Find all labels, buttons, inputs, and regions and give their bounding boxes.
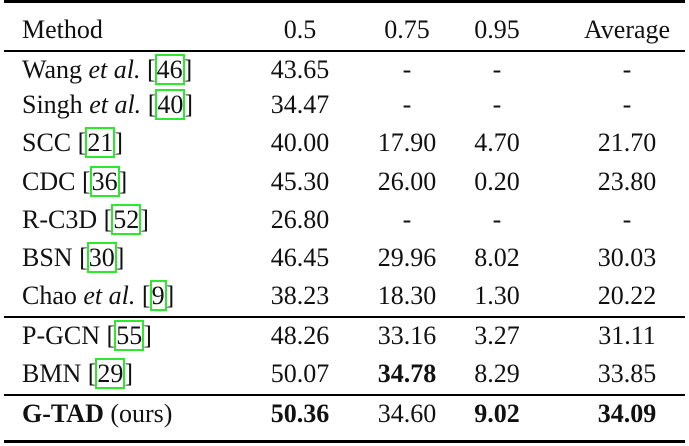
method-cell: G-TAD (ours) xyxy=(22,396,172,432)
method-name: P-GCN xyxy=(22,321,101,350)
value-cell: - xyxy=(492,205,502,234)
citation-link[interactable]: 36 xyxy=(89,166,120,197)
header-row: Method 0.5 0.75 0.95 Average xyxy=(0,12,689,48)
value-cell: 50.07 xyxy=(270,359,330,388)
header-col: Average xyxy=(583,15,671,44)
value-cell: - xyxy=(622,55,632,84)
value-cell: 8.02 xyxy=(474,243,520,272)
method-cell: Singh et al. [40] xyxy=(22,89,194,120)
table-row: CDC [36] 45.30 26.00 0.20 23.80 xyxy=(0,164,689,200)
value-cell: - xyxy=(402,90,412,119)
method-cell: Wang et al. [46] xyxy=(22,54,193,85)
citation-link[interactable]: 21 xyxy=(85,127,116,158)
value-cell: 34.78 xyxy=(377,359,437,388)
value-cell: 20.22 xyxy=(597,281,657,310)
value-cell: 45.30 xyxy=(270,167,330,196)
method-name: G-TAD xyxy=(22,399,104,428)
value-cell: 29.96 xyxy=(377,243,437,272)
value-cell: 50.36 xyxy=(270,399,330,428)
value-cell: - xyxy=(622,205,632,234)
citation-link[interactable]: 30 xyxy=(86,242,117,273)
method-name: Chao xyxy=(22,281,77,310)
table-row: SCC [21] 40.00 17.90 4.70 21.70 xyxy=(0,125,689,161)
value-cell: 4.70 xyxy=(474,128,520,157)
value-cell: - xyxy=(492,55,502,84)
value-cell: 38.23 xyxy=(270,281,330,310)
et-al: et al. xyxy=(83,281,136,310)
value-cell: 33.16 xyxy=(377,321,437,350)
method-cell: SCC [21] xyxy=(22,127,123,158)
value-cell: 30.03 xyxy=(597,243,657,272)
method-name: SCC xyxy=(22,128,72,157)
value-cell: 43.65 xyxy=(270,55,330,84)
value-cell: 33.85 xyxy=(597,359,657,388)
value-cell: - xyxy=(402,205,412,234)
table-row: R-C3D [52] 26.80 - - - xyxy=(0,202,689,238)
header-rule xyxy=(4,50,685,52)
citation-link[interactable]: 29 xyxy=(95,358,126,389)
method-cell: P-GCN [55] xyxy=(22,320,152,351)
method-name: Singh xyxy=(22,90,83,119)
method-name: BMN xyxy=(22,359,82,388)
value-cell: 34.60 xyxy=(377,399,437,428)
value-cell: 26.80 xyxy=(270,205,330,234)
value-cell: 17.90 xyxy=(377,128,437,157)
table-row: Wang et al. [46] 43.65 - - - xyxy=(0,52,689,88)
method-cell: CDC [36] xyxy=(22,166,128,197)
value-cell: - xyxy=(622,90,632,119)
value-cell: 26.00 xyxy=(377,167,437,196)
value-cell: 34.09 xyxy=(597,399,657,428)
citation-link[interactable]: 52 xyxy=(111,204,142,235)
value-cell: 3.27 xyxy=(474,321,520,350)
method-name: BSN xyxy=(22,243,73,272)
method-cell: Chao et al. [9] xyxy=(22,280,175,311)
value-cell: 34.47 xyxy=(270,90,330,119)
method-cell: BMN [29] xyxy=(22,358,134,389)
citation-link[interactable]: 40 xyxy=(155,89,186,120)
et-al: et al. xyxy=(89,90,142,119)
mid-rule xyxy=(4,316,685,318)
ours-rule xyxy=(4,394,685,396)
citation-link[interactable]: 9 xyxy=(149,280,167,311)
header-col: 0.75 xyxy=(384,15,430,44)
table-row: Chao et al. [9] 38.23 18.30 1.30 20.22 xyxy=(0,278,689,314)
value-cell: 31.11 xyxy=(598,321,656,350)
table-row: BSN [30] 46.45 29.96 8.02 30.03 xyxy=(0,240,689,276)
value-cell: - xyxy=(492,90,502,119)
value-cell: 1.30 xyxy=(474,281,520,310)
bottom-rule xyxy=(4,440,685,443)
value-cell: 18.30 xyxy=(377,281,437,310)
header-col: 0.5 xyxy=(283,15,317,44)
method-suffix: (ours) xyxy=(110,399,173,428)
et-al: et al. xyxy=(88,55,141,84)
table-row: Singh et al. [40] 34.47 - - - xyxy=(0,87,689,123)
table-row-ours: G-TAD (ours) 50.36 34.60 9.02 34.09 xyxy=(0,396,689,432)
value-cell: 40.00 xyxy=(270,128,330,157)
value-cell: 8.29 xyxy=(474,359,520,388)
top-rule xyxy=(4,0,685,3)
method-cell: R-C3D [52] xyxy=(22,204,149,235)
value-cell: 23.80 xyxy=(597,167,657,196)
value-cell: 0.20 xyxy=(474,167,520,196)
value-cell: 48.26 xyxy=(270,321,330,350)
header-col: 0.95 xyxy=(474,15,520,44)
table-row: P-GCN [55] 48.26 33.16 3.27 31.11 xyxy=(0,318,689,354)
value-cell: 9.02 xyxy=(474,399,520,428)
citation-link[interactable]: 55 xyxy=(114,320,145,351)
value-cell: - xyxy=(402,55,412,84)
citation-link[interactable]: 46 xyxy=(154,54,185,85)
value-cell: 46.45 xyxy=(270,243,330,272)
method-name: R-C3D xyxy=(22,205,98,234)
method-name: CDC xyxy=(22,167,76,196)
value-cell: 21.70 xyxy=(597,128,657,157)
method-name: Wang xyxy=(22,55,82,84)
header-method: Method xyxy=(22,15,103,44)
table-row: BMN [29] 50.07 34.78 8.29 33.85 xyxy=(0,356,689,392)
method-cell: BSN [30] xyxy=(22,242,125,273)
